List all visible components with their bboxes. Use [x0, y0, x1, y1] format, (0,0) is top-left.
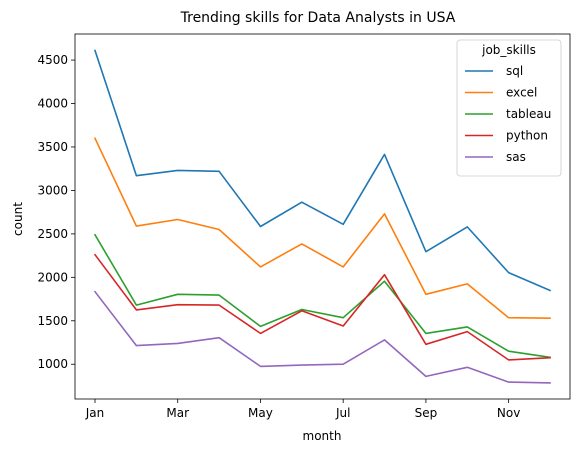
x-tick-label: Nov [497, 406, 520, 420]
legend-label-python: python [506, 129, 548, 143]
y-tick-label: 2000 [37, 270, 68, 284]
x-tick-label: Jul [335, 406, 350, 420]
x-tick-label: May [248, 406, 273, 420]
series-line-sas [93, 290, 551, 384]
chart-title: Trending skills for Data Analysts in USA [180, 10, 456, 26]
y-axis-label: count [11, 202, 25, 236]
y-tick-label: 1000 [37, 357, 68, 371]
legend-label-sql: sql [506, 64, 523, 78]
x-tick-label: Mar [166, 406, 189, 420]
legend-label-sas: sas [506, 150, 526, 164]
x-tick-label: Sep [415, 406, 438, 420]
y-tick-label: 4000 [37, 97, 68, 111]
plot-frame [74, 33, 571, 400]
series-line-excel [93, 137, 551, 320]
series-line-tableau [93, 233, 551, 359]
y-tick-label: 4500 [37, 53, 68, 67]
legend-title: job_skills [481, 43, 536, 57]
legend-label-tableau: tableau [506, 107, 551, 121]
y-tick-label: 1500 [37, 314, 68, 328]
legend-label-excel: excel [506, 86, 537, 100]
series-line-python [93, 253, 551, 361]
x-tick-label: Jan [85, 406, 105, 420]
x-axis-label: month [303, 429, 342, 443]
y-tick-label: 3000 [37, 183, 68, 197]
legend-box [456, 39, 562, 177]
y-tick-label: 2500 [37, 227, 68, 241]
series-line-sql [93, 49, 552, 292]
y-tick-label: 3500 [37, 140, 68, 154]
plot-area: Jan Mar May Jul Sep Nov 1000 1500 2000 2500 3000 35… [37, 33, 571, 420]
